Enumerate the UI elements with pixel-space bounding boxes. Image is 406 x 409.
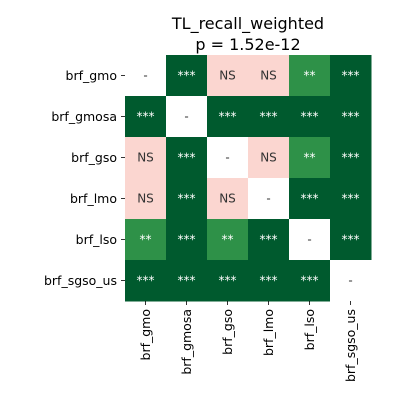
cell-label: NS: [137, 151, 154, 165]
heatmap-cell: [289, 96, 331, 138]
heatmap-cell: [166, 137, 208, 179]
heatmap-cell: [125, 219, 167, 261]
heatmap-cell: [248, 219, 290, 261]
heatmap-cell: [207, 96, 249, 138]
cell-label: ***: [178, 192, 196, 206]
cell-label: NS: [260, 69, 277, 83]
col-tick-labels: brf_gmo brf_gmosa brf_gso brf_lmo brf_lso brf…: [138, 301, 358, 382]
heatmap-cell: [207, 55, 249, 97]
heatmap-cell: [248, 137, 290, 179]
heatmap-cell: [248, 55, 290, 97]
cell-label: -: [143, 69, 147, 83]
heatmap-cell: [207, 137, 249, 179]
cell-label: ***: [178, 233, 196, 247]
cell-label: ***: [137, 110, 155, 124]
cell-label: **: [304, 69, 316, 83]
cell-label: ***: [219, 274, 237, 288]
col-tick-label: brf_sgso_us: [343, 309, 358, 382]
cell-label: -: [348, 274, 352, 288]
heatmap-cell: [207, 219, 249, 261]
cell-label: ***: [301, 274, 319, 288]
cell-label: ***: [301, 192, 319, 206]
col-tick-label: brf_lso: [302, 309, 317, 350]
heatmap-cell: [330, 55, 372, 97]
cell-label: ***: [178, 274, 196, 288]
cell-label: ***: [342, 233, 360, 247]
chart-title: TL_recall_weighted: [171, 14, 324, 34]
heatmap-cell: [125, 96, 167, 138]
col-tick-label: brf_gso: [220, 309, 235, 355]
cell-label: ***: [137, 274, 155, 288]
heatmap-cell: [166, 96, 208, 138]
heatmap-cell: [166, 178, 208, 220]
cell-label: ***: [260, 233, 278, 247]
cell-label: ***: [342, 69, 360, 83]
cell-label: ***: [260, 274, 278, 288]
heatmap-cell: [289, 178, 331, 220]
cell-label: ***: [342, 192, 360, 206]
cell-label: ***: [178, 69, 196, 83]
row-tick-label: brf_gso: [71, 150, 117, 165]
cell-label: **: [140, 233, 152, 247]
heatmap-cell: [330, 178, 372, 220]
cell-label: NS: [260, 151, 277, 165]
heatmap-cell: [125, 260, 167, 302]
heatmap-cell: [166, 55, 208, 97]
cell-label: ***: [342, 110, 360, 124]
heatmap-cell: [289, 55, 331, 97]
cell-label: ***: [219, 110, 237, 124]
heatmap-cell: [166, 219, 208, 261]
row-tick-labels: brf_gmo brf_gmosa brf_gso brf_lmo brf_lsobrf…: [44, 68, 125, 288]
heatmap-cell: [330, 137, 372, 179]
cell-label: NS: [219, 192, 236, 206]
heatmap-cell: [125, 137, 167, 179]
heatmap-cell: [330, 260, 372, 302]
row-tick-label: brf_lmo: [70, 191, 117, 206]
heatmap-cell: [207, 260, 249, 302]
heatmap-cell: [166, 260, 208, 302]
heatmap-cell: [207, 178, 249, 220]
heatmap-cell: [330, 96, 372, 138]
cell-label: -: [266, 192, 270, 206]
col-tick-label: brf_gmosa: [179, 309, 194, 375]
cell-label: NS: [137, 192, 154, 206]
cell-label: -: [184, 110, 188, 124]
row-tick-label: brf_sgso_us: [44, 273, 117, 288]
heatmap-cells: - *** NS NS ** ****** - *** *** *** ***NS *** - NS ** *…: [125, 55, 372, 302]
cell-label: **: [304, 151, 316, 165]
cell-label: NS: [219, 69, 236, 83]
col-tick-label: brf_lmo: [261, 309, 276, 356]
heatmap-cell: [248, 260, 290, 302]
cell-label: ***: [342, 151, 360, 165]
heatmap-cell: [289, 137, 331, 179]
col-tick-label: brf_gmo: [138, 309, 153, 360]
cell-label: -: [225, 151, 229, 165]
row-tick-label: brf_lso: [76, 232, 117, 247]
row-tick-label: brf_gmosa: [51, 109, 117, 124]
heatmap-cell: [330, 219, 372, 261]
row-tick-label: brf_gmo: [66, 68, 117, 83]
heatmap-cell: [289, 219, 331, 261]
heatmap-cell: [248, 96, 290, 138]
heatmap-cell: [125, 178, 167, 220]
cell-label: ***: [178, 151, 196, 165]
cell-label: ***: [260, 110, 278, 124]
chart-subtitle: p = 1.52e-12: [195, 35, 300, 54]
heatmap-cell: [248, 178, 290, 220]
cell-label: -: [307, 233, 311, 247]
heatmap-cell: [289, 260, 331, 302]
heatmap-cell: [125, 55, 167, 97]
cell-label: **: [222, 233, 234, 247]
cell-label: ***: [301, 110, 319, 124]
